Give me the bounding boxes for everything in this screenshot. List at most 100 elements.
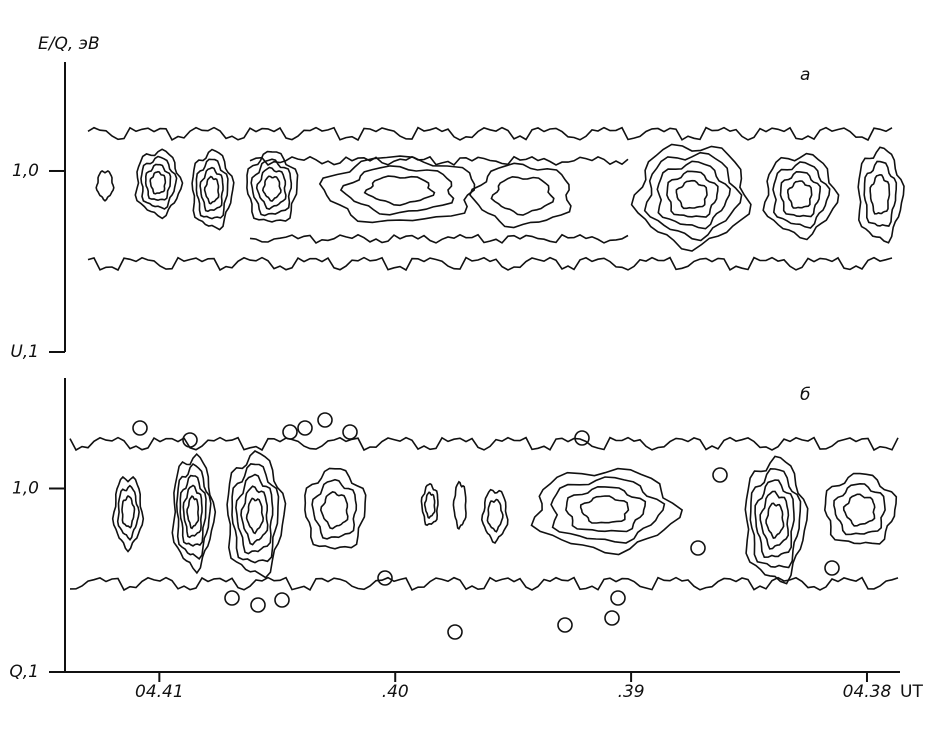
contour: [824, 560, 840, 576]
contour: [318, 155, 476, 224]
contour: [171, 452, 217, 575]
contour: [250, 597, 266, 613]
contour: [195, 158, 229, 220]
contour: [610, 590, 626, 606]
x-axis-label: UT: [900, 682, 923, 702]
contour: [121, 494, 136, 529]
contour: [311, 478, 358, 540]
y-axis-label: E/Q, эВ: [38, 34, 100, 54]
contour: [179, 474, 207, 547]
contour: [182, 484, 203, 539]
contour: [869, 173, 891, 215]
contour: [857, 146, 905, 244]
x-tick-label: .39: [618, 682, 645, 702]
contour: [565, 485, 647, 533]
contour: [317, 412, 333, 428]
contour: [754, 479, 795, 559]
contour: [363, 175, 436, 207]
contour: [240, 485, 269, 546]
contour: [420, 482, 439, 527]
contour: [469, 162, 572, 229]
x-tick-label: 04.41: [135, 682, 184, 702]
contour: [245, 497, 265, 535]
contour: [87, 126, 893, 142]
contour: [304, 467, 367, 550]
contour: [480, 488, 509, 545]
contour: [833, 482, 886, 536]
contour: [87, 256, 893, 272]
contour: [111, 475, 145, 553]
contour: [579, 495, 630, 524]
contour: [235, 473, 274, 555]
contour: [656, 160, 732, 230]
contour: [574, 430, 590, 446]
contour: [186, 495, 200, 530]
contour: [490, 175, 555, 216]
contour: [452, 480, 467, 530]
contour: [486, 498, 504, 533]
contour: [779, 170, 822, 218]
contour: [339, 165, 455, 216]
x-tick-label: .40: [382, 682, 409, 702]
contour: [149, 170, 167, 195]
contour: [342, 424, 358, 440]
contour: [226, 450, 287, 579]
contour: [140, 155, 178, 210]
contour: [282, 424, 298, 440]
contour: [377, 570, 393, 586]
contour: [749, 467, 802, 569]
contour: [744, 455, 809, 585]
contour: [95, 170, 115, 202]
contour: [144, 163, 172, 202]
contour: [842, 493, 876, 527]
contour: [261, 175, 282, 203]
y-tick-label: U,1: [10, 342, 39, 362]
contour: [175, 462, 212, 561]
contour: [182, 432, 198, 448]
contour: [134, 148, 184, 220]
contour: [786, 180, 813, 209]
panel-label: а: [800, 65, 810, 85]
contour: [250, 158, 293, 217]
contour: [249, 155, 629, 167]
contour: [530, 467, 684, 556]
x-tick-label: 04.38: [843, 682, 892, 702]
contour: [69, 576, 899, 592]
contour: [231, 463, 280, 564]
contour: [69, 436, 899, 452]
contour: [224, 590, 240, 606]
contour: [765, 502, 785, 540]
contour: [116, 484, 140, 541]
contour: [203, 175, 220, 205]
contour: [604, 610, 620, 626]
contour: [772, 161, 831, 229]
contour: [191, 148, 235, 231]
contour: [297, 420, 313, 436]
y-tick-label: 1,0: [12, 161, 39, 181]
contour: [319, 491, 349, 530]
y-tick-label: 1,0: [12, 478, 39, 498]
contour: [274, 592, 290, 608]
contour: [666, 170, 719, 218]
contour: [762, 152, 840, 241]
contour: [823, 472, 898, 545]
contour: [863, 160, 898, 227]
contour: [255, 166, 287, 210]
contour: [132, 420, 148, 436]
contour: [557, 617, 573, 633]
contour: [712, 467, 728, 483]
contour: [759, 490, 790, 550]
contour: [630, 143, 752, 252]
contour: [447, 624, 463, 640]
contour: [550, 476, 666, 544]
y-tick-label: Q,1: [9, 662, 39, 682]
contour: [249, 233, 629, 245]
contour: [643, 151, 743, 242]
contour: [199, 166, 224, 213]
contour: [423, 491, 436, 519]
contour: [675, 179, 708, 210]
contour: [690, 540, 706, 556]
contour: [246, 150, 299, 223]
panel-label: б: [800, 385, 810, 405]
